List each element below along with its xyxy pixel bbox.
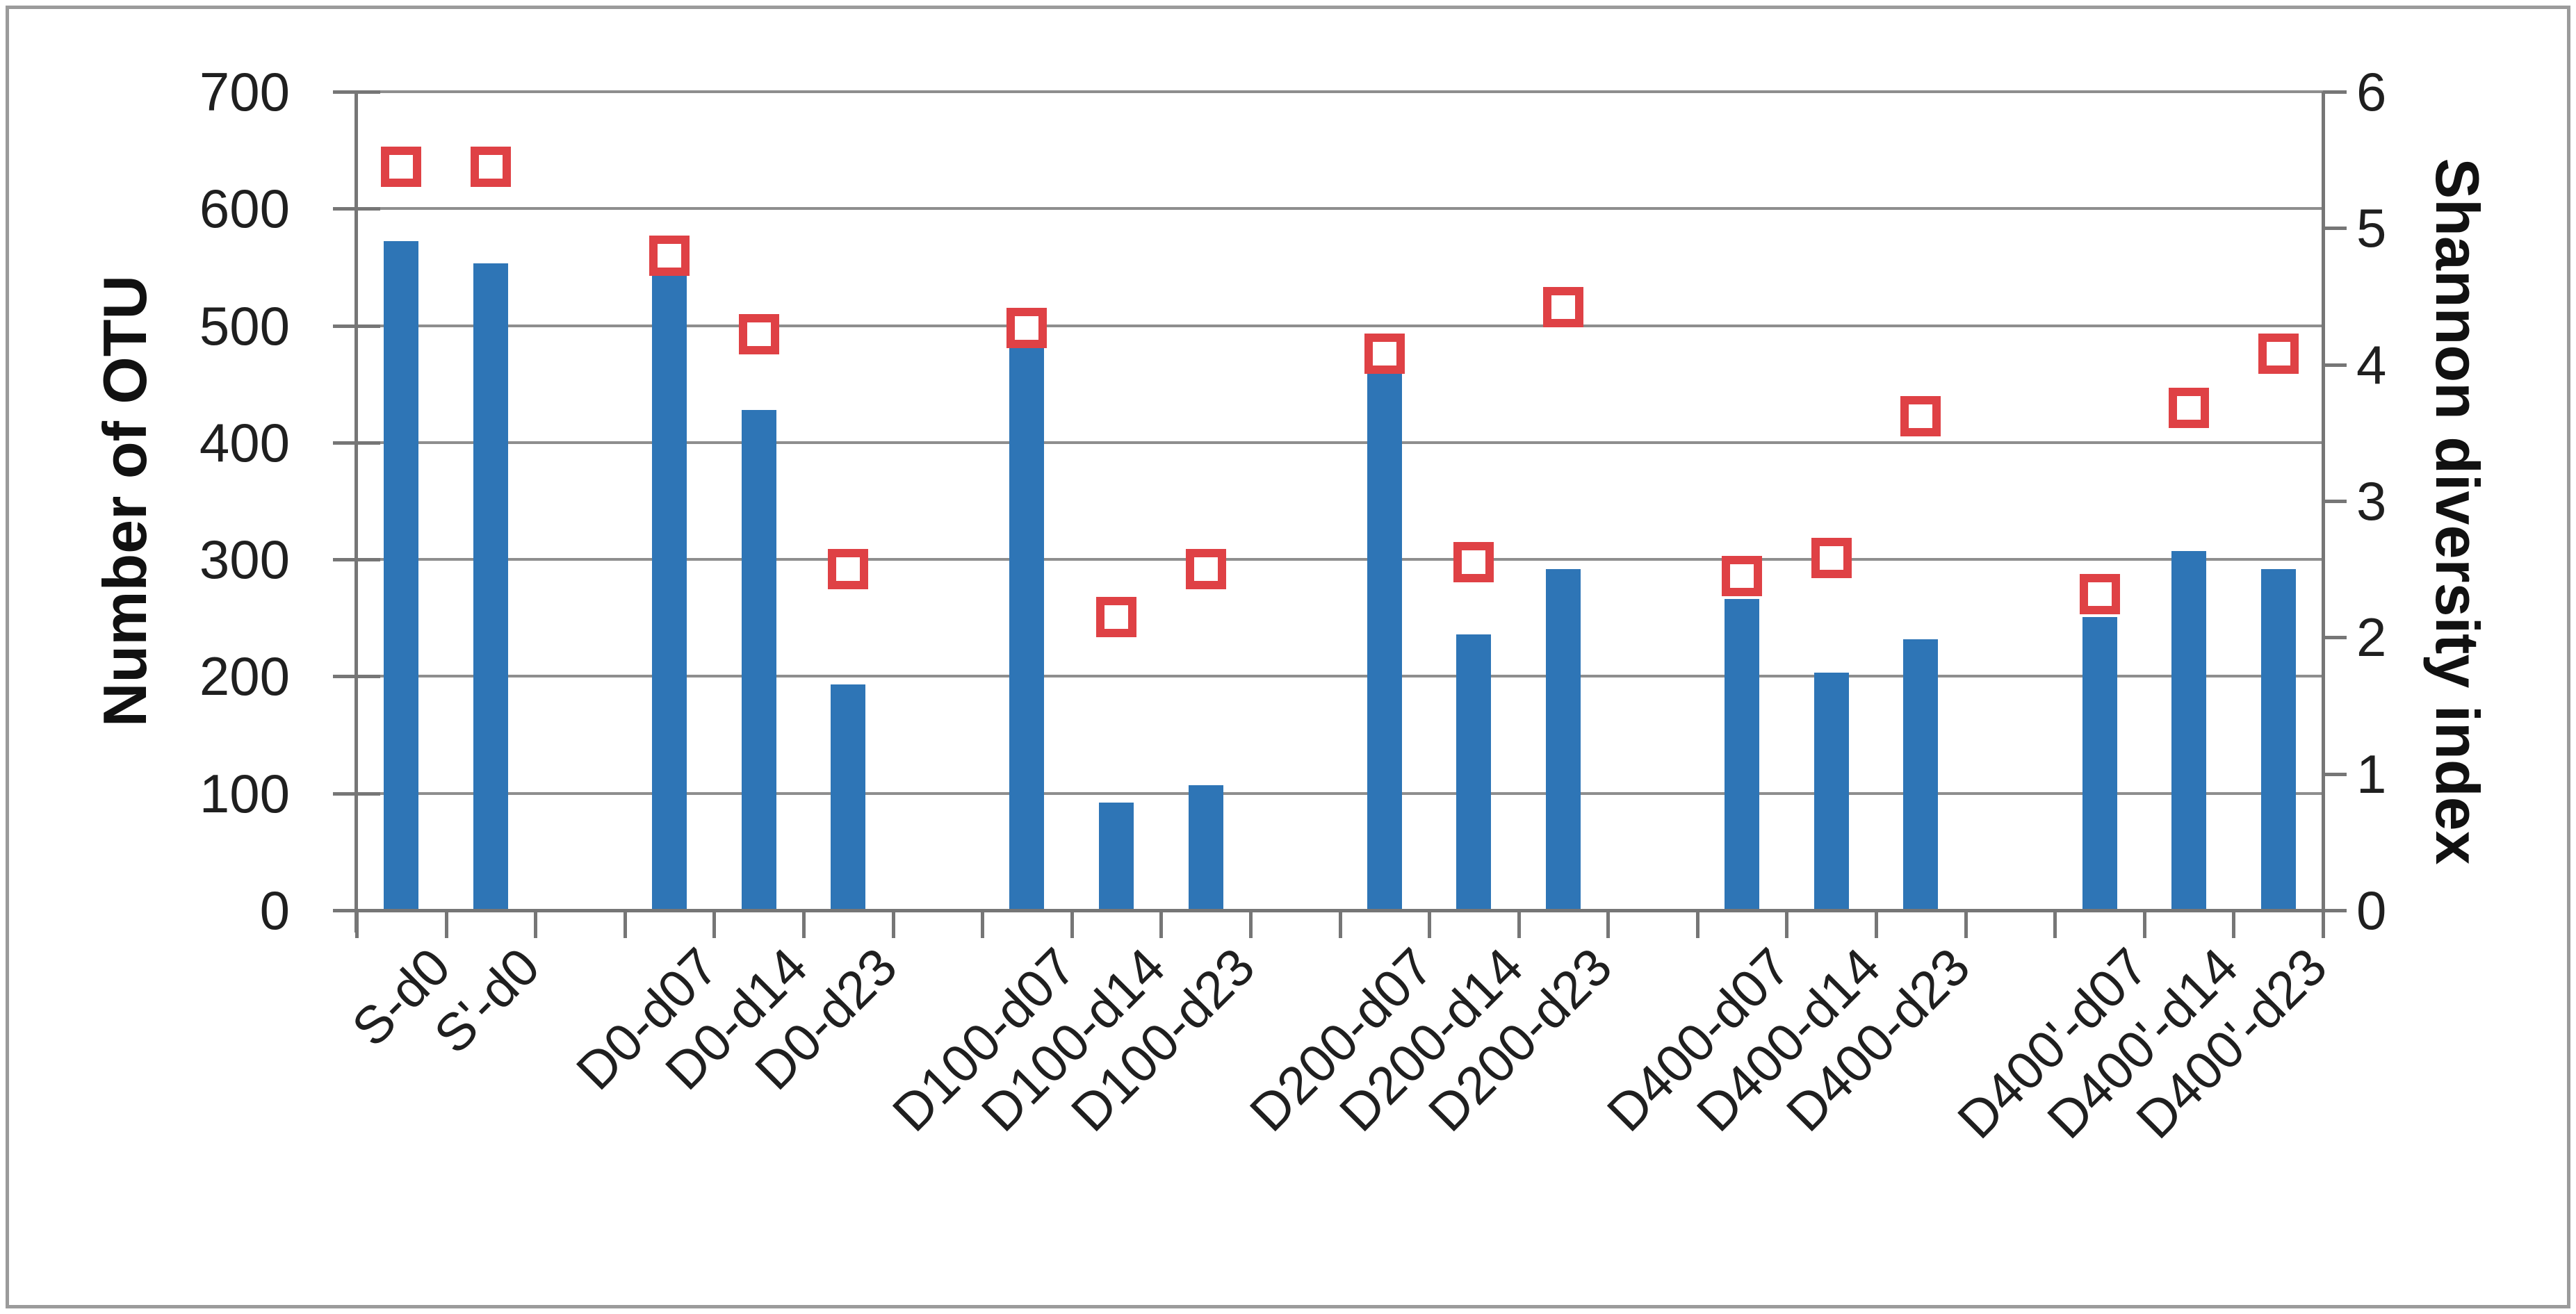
left-axis-tick-label: 0 [259, 880, 290, 941]
x-axis-tick [1695, 910, 1699, 938]
bar-D100-d07 [1009, 337, 1045, 910]
marker-S'-d0 [470, 146, 511, 187]
x-axis-tick [1428, 910, 1432, 938]
x-axis-tick [891, 910, 895, 938]
right-axis-tick [2323, 500, 2347, 503]
right-axis-tick [2323, 363, 2347, 367]
x-axis-tick [2053, 910, 2057, 938]
right-axis-tick-label: 1 [2356, 743, 2387, 805]
x-axis-tick [2322, 910, 2325, 938]
gridline [357, 90, 2323, 93]
left-axis-tick-label: 100 [199, 762, 290, 824]
left-axis-tick-label: 600 [199, 178, 290, 240]
bar-D0-d23 [831, 684, 866, 910]
right-axis-tick-label: 4 [2356, 334, 2387, 395]
marker-D100-d23 [1185, 549, 1226, 590]
bar-D400'-d07 [2082, 616, 2117, 910]
left-axis-line [354, 92, 358, 933]
marker-D400-d14 [1811, 538, 1852, 579]
marker-D400'-d23 [2258, 333, 2299, 374]
left-axis-tick [333, 324, 380, 328]
right-axis-tick [2323, 636, 2347, 640]
left-axis-tick [333, 675, 380, 679]
x-axis-tick [444, 910, 448, 938]
gridline [357, 207, 2323, 211]
bar-D100-d23 [1188, 785, 1223, 910]
x-tick-label-S'-d0: S'-d0 [423, 937, 551, 1065]
left-axis-tick [333, 441, 380, 445]
right-axis-title: Shannon diversity index [2423, 158, 2492, 865]
x-axis-tick [1785, 910, 1789, 938]
right-axis-tick-label: 5 [2356, 197, 2387, 259]
x-axis-tick [1159, 910, 1164, 938]
marker-D0-d14 [738, 314, 779, 355]
bar-D400-d07 [1725, 599, 1760, 910]
right-axis-line [2322, 92, 2325, 933]
x-axis-tick [801, 910, 806, 938]
left-axis-tick-label: 300 [199, 529, 290, 591]
bar-S'-d0 [473, 263, 508, 910]
right-axis-tick-label: 2 [2356, 607, 2387, 668]
bar-D400-d14 [1813, 673, 1849, 910]
bar-D400'-d23 [2260, 568, 2296, 910]
x-axis-tick [712, 910, 717, 938]
bar-D400-d23 [1903, 639, 1939, 910]
gridline [357, 558, 2323, 561]
marker-D200-d14 [1453, 542, 1494, 583]
left-axis-tick-label: 500 [199, 295, 290, 356]
x-axis-tick [981, 910, 985, 938]
marker-S-d0 [381, 146, 422, 187]
x-axis-tick [534, 910, 538, 938]
marker-D400'-d14 [2169, 388, 2210, 429]
marker-D400'-d07 [2079, 573, 2120, 614]
marker-D0-d23 [828, 549, 869, 590]
x-axis-tick [1964, 910, 1968, 938]
x-axis-tick [1070, 910, 1074, 938]
right-axis-tick-label: 6 [2356, 61, 2387, 122]
x-axis-tick [355, 910, 359, 938]
x-axis-tick [1248, 910, 1253, 938]
bar-D0-d14 [741, 409, 776, 910]
gridline [357, 441, 2323, 444]
gridline [357, 324, 2323, 327]
bar-D200-d23 [1545, 568, 1581, 910]
x-axis-tick [623, 910, 627, 938]
bar-D0-d07 [652, 272, 687, 910]
marker-D200-d07 [1364, 333, 1405, 374]
left-axis-tick [333, 558, 380, 562]
bar-S-d0 [384, 241, 419, 910]
left-axis-tick-label: 700 [199, 61, 290, 122]
left-axis-tick [333, 90, 380, 94]
x-axis-tick [1517, 910, 1521, 938]
marker-D400-d07 [1722, 555, 1763, 596]
gridline [357, 675, 2323, 678]
left-axis-tick [333, 207, 380, 211]
marker-D0-d07 [649, 235, 690, 276]
x-axis-tick [1338, 910, 1342, 938]
left-axis-tick-label: 200 [199, 646, 290, 707]
right-axis-tick [2323, 90, 2347, 94]
bar-D200-d07 [1367, 372, 1402, 910]
marker-D100-d07 [1006, 307, 1047, 348]
x-axis-tick [2232, 910, 2236, 938]
bar-D400'-d14 [2171, 551, 2207, 910]
right-axis-tick-label: 3 [2356, 470, 2387, 532]
bar-D100-d14 [1099, 803, 1134, 910]
figure-border [6, 6, 2570, 1308]
gridline [357, 791, 2323, 795]
right-axis-tick [2323, 772, 2347, 776]
bar-D200-d14 [1456, 634, 1492, 910]
right-axis-tick-label: 0 [2356, 880, 2387, 941]
x-axis-tick [1875, 910, 1879, 938]
left-axis-tick-label: 400 [199, 411, 290, 473]
x-axis-tick [1606, 910, 1611, 938]
right-axis-tick [2323, 909, 2347, 912]
right-axis-tick [2323, 227, 2347, 231]
marker-D400-d23 [1900, 396, 1941, 437]
marker-D200-d23 [1542, 287, 1583, 328]
marker-D100-d14 [1096, 596, 1137, 637]
left-axis-tick [333, 791, 380, 796]
x-axis-tick [2142, 910, 2146, 938]
